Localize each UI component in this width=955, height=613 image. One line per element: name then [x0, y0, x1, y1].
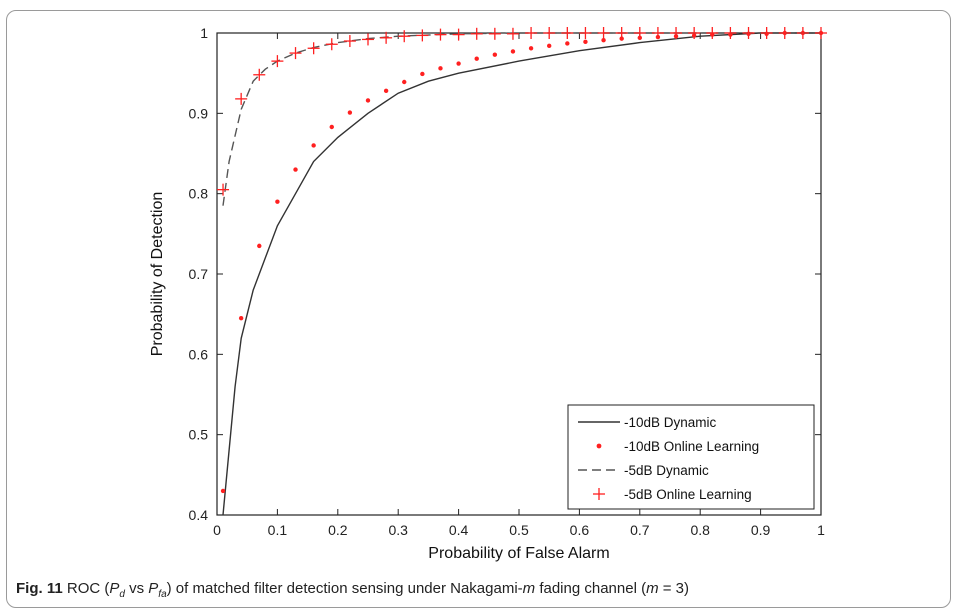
data-point-5db-online-learning: [362, 33, 374, 46]
y-tick-label: 1: [200, 25, 208, 41]
data-point-5db-online-learning: [470, 27, 483, 40]
data-point-5db-online-learning: [670, 27, 683, 39]
x-tick-label: 0.1: [268, 522, 288, 538]
data-point-10db-online-learning: [601, 38, 606, 43]
data-point-5db-online-learning: [597, 27, 610, 39]
data-point-5db-online-learning: [307, 42, 320, 55]
x-tick-label: 1: [817, 522, 825, 538]
data-point-10db-online-learning: [402, 79, 407, 85]
data-point-10db-online-learning: [238, 315, 244, 321]
x-tick-label: 0.5: [509, 522, 529, 538]
data-point-10db-online-learning: [311, 143, 316, 148]
data-point-10db-online-learning: [365, 98, 371, 103]
data-point-5db-online-learning: [325, 38, 338, 51]
data-point-10db-online-learning: [383, 88, 389, 94]
series-line-10db-dynamic: [222, 32, 821, 516]
data-point-5db-online-learning: [778, 27, 791, 39]
data-point-5db-online-learning: [235, 92, 248, 105]
data-point-5db-online-learning: [398, 30, 411, 43]
data-point-5db-online-learning: [561, 27, 574, 39]
data-point-10db-online-learning: [583, 39, 588, 45]
data-point-5db-online-learning: [815, 27, 827, 39]
data-point-5db-online-learning: [380, 31, 393, 44]
data-point-5db-online-learning: [416, 29, 429, 42]
data-point-5db-online-learning: [543, 27, 556, 39]
data-point-5db-online-learning: [579, 27, 592, 39]
data-point-10db-online-learning: [257, 243, 262, 249]
legend-swatch-dot: [596, 443, 602, 449]
data-point-5db-online-learning: [760, 27, 773, 39]
x-tick-label: 0.9: [751, 522, 771, 538]
data-point-10db-online-learning: [329, 124, 334, 130]
data-point-5db-online-learning: [488, 27, 501, 40]
data-point-10db-online-learning: [456, 61, 461, 66]
data-point-10db-online-learning: [528, 46, 534, 51]
data-point-5db-online-learning: [688, 27, 701, 39]
y-tick-label: 0.9: [189, 105, 209, 121]
data-point-5db-online-learning: [796, 27, 809, 39]
data-point-5db-online-learning: [271, 55, 284, 68]
x-tick-label: 0.6: [570, 522, 590, 538]
data-point-5db-online-learning: [724, 27, 737, 39]
data-point-10db-online-learning: [347, 110, 353, 115]
x-tick-label: 0.4: [449, 522, 469, 538]
caption-text: ROC (Pd vs Pfa) of matched filter detect…: [66, 580, 690, 600]
data-point-10db-online-learning: [492, 52, 498, 57]
data-point-5db-online-learning: [615, 27, 628, 39]
figure-frame: [6, 10, 951, 608]
legend-label: -5dB Online Learning: [624, 487, 752, 502]
data-point-10db-online-learning: [547, 43, 552, 49]
data-point-5db-online-learning: [506, 27, 519, 40]
data-point-5db-online-learning: [253, 68, 266, 81]
legend-label: -5dB Dynamic: [624, 463, 709, 478]
caption-figure-label: Fig. 11: [16, 580, 63, 597]
y-axis-label: Probability of Detection: [149, 192, 166, 357]
figure-caption: Fig. 11 ROC (Pd vs Pfa) of matched filte…: [16, 580, 689, 600]
legend: -10dB Dynamic -10dB Online Learning -5dB D…: [567, 404, 815, 510]
x-axis-label: Probability of False Alarm: [428, 545, 609, 562]
data-point-5db-online-learning: [452, 28, 465, 41]
x-tick-label: 0.7: [630, 522, 650, 538]
x-tick-label: 0.2: [328, 522, 348, 538]
data-point-5db-online-learning: [742, 27, 755, 39]
data-point-5db-online-learning: [289, 47, 302, 60]
data-point-5db-online-learning: [434, 28, 447, 41]
y-tick-label: 0.8: [189, 186, 209, 202]
data-point-10db-online-learning: [275, 199, 280, 204]
data-point-5db-online-learning: [217, 183, 230, 196]
data-point-10db-online-learning: [220, 488, 226, 494]
data-point-5db-online-learning: [633, 27, 646, 39]
data-point-5db-online-learning: [343, 35, 356, 48]
x-tick-label: 0.3: [388, 522, 408, 538]
x-tick-label: 0: [213, 522, 221, 538]
y-tick-label: 0.6: [189, 346, 209, 362]
y-tick-label: 0.7: [189, 266, 209, 282]
series-group: [217, 27, 827, 516]
data-point-5db-online-learning: [706, 27, 719, 39]
data-point-10db-online-learning: [438, 66, 443, 71]
data-point-10db-online-learning: [293, 167, 298, 172]
y-tick-label: 0.5: [189, 427, 209, 443]
data-point-10db-online-learning: [565, 41, 570, 46]
roc-chart: 0 0.1 0.2 0.3 0.4 0.5 0.6 0.7 0.8 0.9 1 0.4 0.5 0.6 0.…: [149, 25, 827, 562]
legend-label: -10dB Dynamic: [624, 415, 717, 430]
data-point-10db-online-learning: [420, 71, 425, 77]
y-tick-label: 0.4: [189, 507, 209, 523]
data-point-5db-online-learning: [525, 27, 538, 39]
x-tick-label: 0.8: [690, 522, 710, 538]
data-point-5db-online-learning: [651, 27, 664, 39]
data-point-10db-online-learning: [474, 56, 479, 61]
legend-label: -10dB Online Learning: [624, 439, 759, 454]
data-point-10db-online-learning: [510, 49, 516, 54]
